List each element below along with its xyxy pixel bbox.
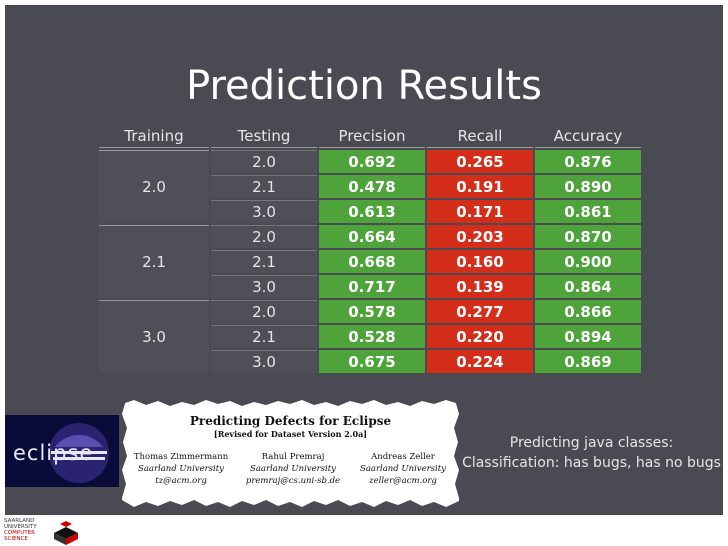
eclipse-wordmark: eclipse	[13, 441, 94, 465]
paper-snippet: Predicting Defects for Eclipse [Revised …	[122, 400, 459, 507]
header-accuracy: Accuracy	[535, 125, 641, 148]
training-version-cell: 3.0	[99, 300, 209, 373]
table-header-row: Training Testing Precision Recall Accura…	[99, 125, 641, 148]
recall-cell: 0.220	[427, 325, 533, 348]
author-block: Andreas Zeller Saarland University zelle…	[350, 451, 456, 487]
testing-version-cell: 2.0	[211, 300, 317, 323]
accuracy-cell: 0.870	[535, 225, 641, 248]
table-row: 2.1 0.528 0.220 0.894	[99, 325, 641, 348]
slide: Prediction Results Training Testing Prec…	[5, 5, 723, 515]
testing-version-cell: 3.0	[211, 275, 317, 298]
results-body: 2.0 2.0 0.692 0.265 0.876 2.1 0.478 0.191 0.890 3…	[99, 150, 641, 373]
accuracy-cell: 0.900	[535, 250, 641, 273]
accuracy-cell: 0.869	[535, 350, 641, 373]
table-row: 3.0 0.613 0.171 0.861	[99, 200, 641, 223]
table-row: 3.0 0.717 0.139 0.864	[99, 275, 641, 298]
header-precision: Precision	[319, 125, 425, 148]
saarland-line1: SAARLAND	[4, 518, 35, 524]
precision-cell: 0.478	[319, 175, 425, 198]
testing-version-cell: 2.1	[211, 175, 317, 198]
precision-cell: 0.717	[319, 275, 425, 298]
testing-version-cell: 3.0	[211, 350, 317, 373]
paper-title: Predicting Defects for Eclipse	[189, 414, 392, 428]
saarland-line3: COMPUTER SCIENCE	[4, 530, 35, 542]
saarland-logo: SAARLAND UNIVERSITY COMPUTER SCIENCE	[4, 518, 37, 542]
recall-cell: 0.160	[427, 250, 533, 273]
slide-title: Prediction Results	[186, 63, 542, 109]
table-row: 2.1 0.478 0.191 0.890	[99, 175, 641, 198]
accuracy-cell: 0.894	[535, 325, 641, 348]
testing-version-cell: 2.0	[211, 225, 317, 248]
results-table: Training Testing Precision Recall Accura…	[97, 123, 643, 375]
classification-description: Predicting java classes: Classification:…	[462, 435, 721, 471]
precision-cell: 0.528	[319, 325, 425, 348]
table-row: 3.0 2.0 0.578 0.277 0.866	[99, 300, 641, 373]
paper-torn-edges	[122, 400, 459, 507]
accuracy-cell: 0.861	[535, 200, 641, 223]
recall-cell: 0.139	[427, 275, 533, 298]
precision-cell: 0.613	[319, 200, 425, 223]
author-name: Thomas Zimmermann	[133, 452, 229, 462]
precision-cell: 0.668	[319, 250, 425, 273]
author-affiliation: Saarland University	[250, 464, 336, 474]
precision-cell: 0.692	[319, 150, 425, 173]
header-recall: Recall	[427, 125, 533, 148]
testing-version-cell: 2.1	[211, 325, 317, 348]
author-affiliation: Saarland University	[360, 464, 446, 474]
accuracy-cell: 0.890	[535, 175, 641, 198]
saarland-line2: UNIVERSITY	[4, 524, 37, 530]
author-name: Rahul Premraj	[261, 452, 325, 462]
author-email: premraj@cs.uni-sb.de	[245, 476, 341, 486]
precision-cell: 0.578	[319, 300, 425, 323]
author-affiliation: Saarland University	[138, 464, 224, 474]
eclipse-logo: eclipse	[5, 415, 119, 487]
training-version-cell: 2.0	[99, 150, 209, 223]
testing-version-cell: 2.0	[211, 150, 317, 173]
header-training: Training	[99, 125, 209, 148]
eclipse-logo-graphic	[5, 415, 119, 487]
recall-cell: 0.171	[427, 200, 533, 223]
training-version-cell: 2.1	[99, 225, 209, 298]
recall-cell: 0.203	[427, 225, 533, 248]
accuracy-cell: 0.866	[535, 300, 641, 323]
table-row: 3.0 0.675 0.224 0.869	[99, 350, 641, 373]
recall-cell: 0.191	[427, 175, 533, 198]
author-block: Thomas Zimmermann Saarland University tz…	[126, 451, 236, 487]
accuracy-cell: 0.864	[535, 275, 641, 298]
accuracy-cell: 0.876	[535, 150, 641, 173]
testing-version-cell: 2.1	[211, 250, 317, 273]
author-name: Andreas Zeller	[371, 452, 435, 462]
author-email: tz@acm.org	[155, 476, 207, 486]
author-block: Rahul Premraj Saarland University premra…	[238, 451, 348, 487]
cube-logo-icon	[54, 521, 78, 545]
testing-version-cell: 3.0	[211, 200, 317, 223]
table-row: 2.1 2.0 0.664 0.203 0.870	[99, 225, 641, 298]
paper-subtitle: [Revised for Dataset Version 2.0a]	[213, 429, 368, 439]
author-email: zeller@acm.org	[369, 476, 437, 486]
precision-cell: 0.675	[319, 350, 425, 373]
precision-cell: 0.664	[319, 225, 425, 248]
header-testing: Testing	[211, 125, 317, 148]
recall-cell: 0.265	[427, 150, 533, 173]
recall-cell: 0.224	[427, 350, 533, 373]
table-row: 2.0 2.0 0.692 0.265 0.876	[99, 150, 641, 223]
recall-cell: 0.277	[427, 300, 533, 323]
table-row: 2.1 0.668 0.160 0.900	[99, 250, 641, 273]
